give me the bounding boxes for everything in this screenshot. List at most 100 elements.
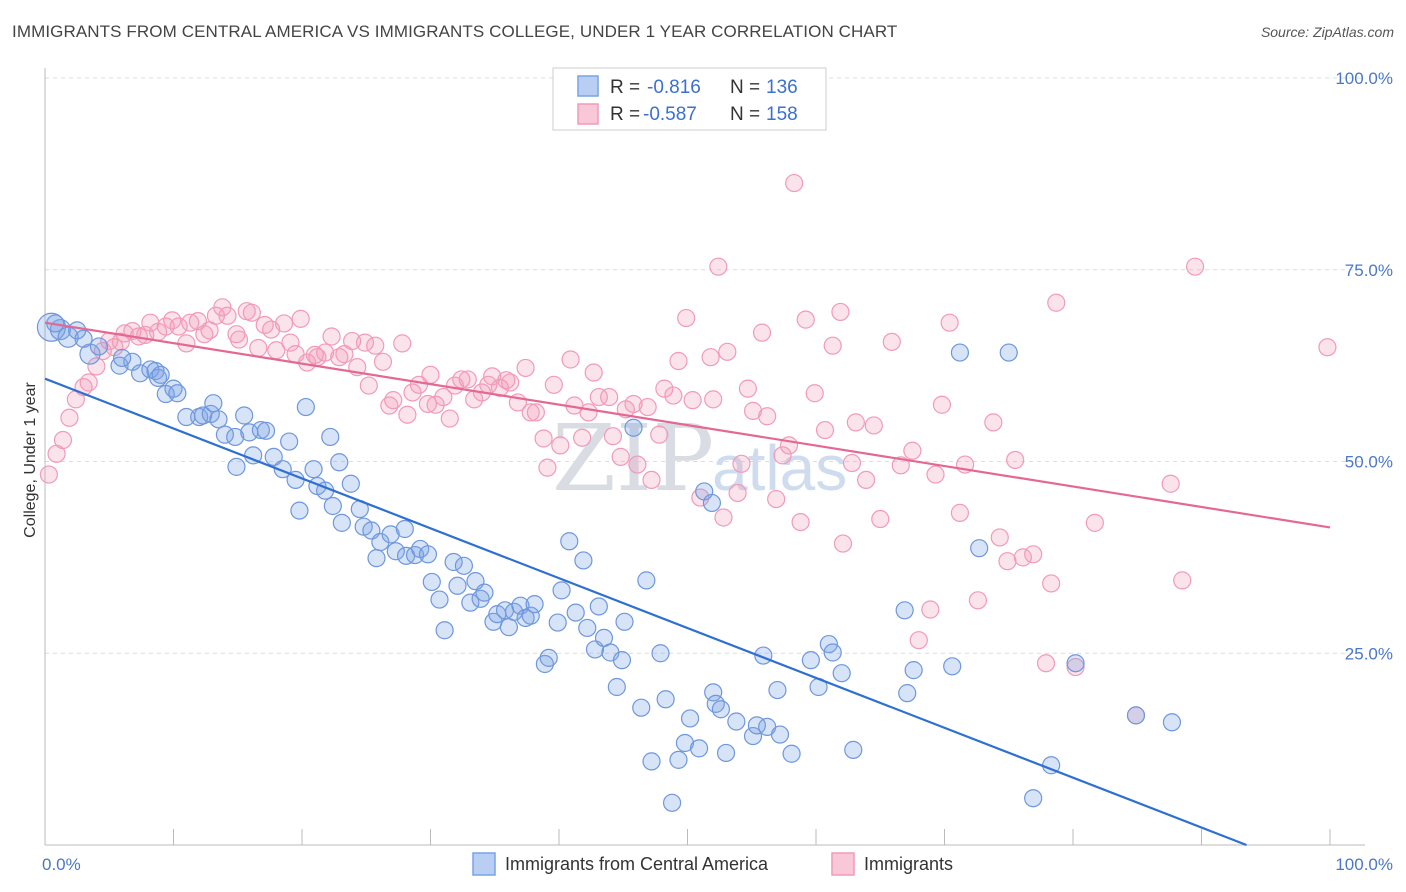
immigrants-point-129 (864, 416, 883, 435)
central-america-point-130 (148, 368, 168, 387)
immigrants-point-126 (842, 453, 862, 473)
immigrants-point-79 (534, 429, 553, 448)
bottom-legend: Immigrants from Central America Immigran… (472, 852, 953, 876)
central-america-point-31 (296, 397, 315, 417)
central-america-point-64 (499, 618, 518, 637)
immigrants-point-77 (521, 403, 540, 422)
immigrants-point-151 (1066, 657, 1085, 677)
immigrants-point-122 (815, 420, 835, 440)
central-america-point-74 (560, 532, 579, 551)
immigrants-point-55 (384, 391, 403, 410)
immigrants-point-90 (603, 427, 623, 446)
immigrants-point-102 (683, 391, 702, 410)
central-america-point-93 (675, 733, 695, 753)
source-label: Source: ZipAtlas.com (1260, 24, 1394, 40)
immigrants-point-6 (79, 373, 98, 392)
central-america-point-99 (711, 700, 731, 719)
central-america-point-117 (904, 661, 923, 680)
central-america-point-133 (68, 321, 87, 340)
central-america-point-53 (435, 621, 454, 640)
central-america-point-113 (832, 664, 851, 683)
central-america-point-120 (970, 539, 989, 558)
immigrants-point-101 (677, 308, 696, 328)
immigrants-point-34 (255, 315, 274, 335)
immigrants-point-38 (281, 333, 300, 352)
central-america-point-119 (950, 343, 970, 362)
immigrants-point-67 (458, 370, 477, 389)
central-america-point-45 (386, 542, 405, 561)
central-america-point-102 (743, 726, 763, 746)
central-america-point-121 (999, 343, 1018, 362)
grid-lines (45, 77, 1365, 654)
central-america-point-52 (430, 590, 449, 609)
central-america-point-21 (227, 457, 246, 476)
central-america-point-15 (193, 406, 213, 425)
immigrants-point-86 (579, 403, 598, 422)
legend-r-value-2: -0.587 (643, 104, 697, 125)
immigrants-point-147 (1024, 545, 1043, 564)
immigrants-point-97 (650, 425, 669, 444)
immigrants-point-119 (791, 512, 810, 532)
immigrants-point-142 (984, 413, 1003, 432)
immigrants-point-149 (1042, 574, 1061, 593)
immigrants-point-112 (743, 401, 763, 420)
central-america-point-75 (566, 603, 585, 622)
central-america-point-18 (209, 410, 228, 429)
immigrants-point-154 (1161, 474, 1180, 493)
immigrants-point-81 (544, 375, 563, 394)
central-america-point-111 (819, 634, 838, 654)
immigrants-point-44 (316, 343, 335, 362)
central-america-point-26 (264, 447, 283, 466)
immigrants-point-30 (229, 330, 249, 349)
central-america-point-112 (823, 643, 842, 662)
immigrants-point-148 (1036, 654, 1056, 673)
immigrants-point-82 (551, 436, 570, 455)
immigrants-point-121 (805, 384, 824, 403)
immigrants-point-95 (638, 397, 657, 417)
immigrants-point-2 (53, 430, 73, 450)
watermark-zip: ZIP (552, 405, 714, 512)
axis-ticks: 25.0% 50.0% 75.0% 100.0% 0.0% 100.0% (42, 69, 1393, 874)
central-america-point-129 (235, 406, 254, 425)
immigrants-point-28 (218, 306, 237, 325)
immigrants-point-78 (526, 403, 545, 422)
central-america-point-101 (727, 712, 746, 731)
legend-swatch-pink (577, 103, 599, 125)
immigrants-point-105 (704, 390, 723, 409)
central-america-point-79 (589, 597, 608, 616)
immigrants-point-150 (1047, 293, 1066, 312)
immigrants-point-143 (990, 528, 1009, 547)
immigrants-point-87 (584, 363, 603, 382)
immigrants-point-62 (426, 395, 445, 414)
bottom-legend-swatch-blue (472, 852, 496, 876)
central-america-point-71 (539, 648, 558, 667)
immigrants-point-0 (39, 465, 58, 484)
central-america-point-44 (381, 525, 400, 544)
central-america-point-7 (130, 364, 150, 383)
immigrants-point-74 (501, 373, 520, 392)
immigrants-point-83 (561, 350, 580, 369)
immigrants-point-114 (758, 407, 777, 426)
y-tick-label-1: 50.0% (1345, 453, 1393, 472)
immigrants-point-16 (141, 313, 160, 332)
central-america-point-55 (448, 576, 467, 595)
central-america-point-87 (637, 571, 656, 590)
bottom-legend-swatch-pink (831, 852, 855, 876)
legend-n-value-1: 136 (766, 77, 798, 98)
immigrants-point-125 (833, 534, 853, 553)
immigrants-point-108 (718, 342, 737, 361)
central-america-point-94 (680, 709, 700, 728)
immigrants-point-45 (322, 327, 341, 346)
central-america-point-35 (323, 496, 342, 516)
y-axis-label: College, Under 1 year (22, 382, 39, 538)
series-immigrants-points (39, 173, 1337, 725)
central-america-point-125 (1126, 706, 1146, 725)
central-america-point-37 (332, 513, 351, 532)
central-america-point-83 (612, 651, 632, 670)
central-america-point-85 (624, 418, 643, 437)
y-tick-label-0: 25.0% (1345, 644, 1393, 663)
immigrants-point-94 (628, 455, 647, 474)
immigrants-point-104 (701, 348, 720, 367)
central-america-point-54 (444, 552, 463, 572)
central-america-point-128 (321, 427, 340, 447)
